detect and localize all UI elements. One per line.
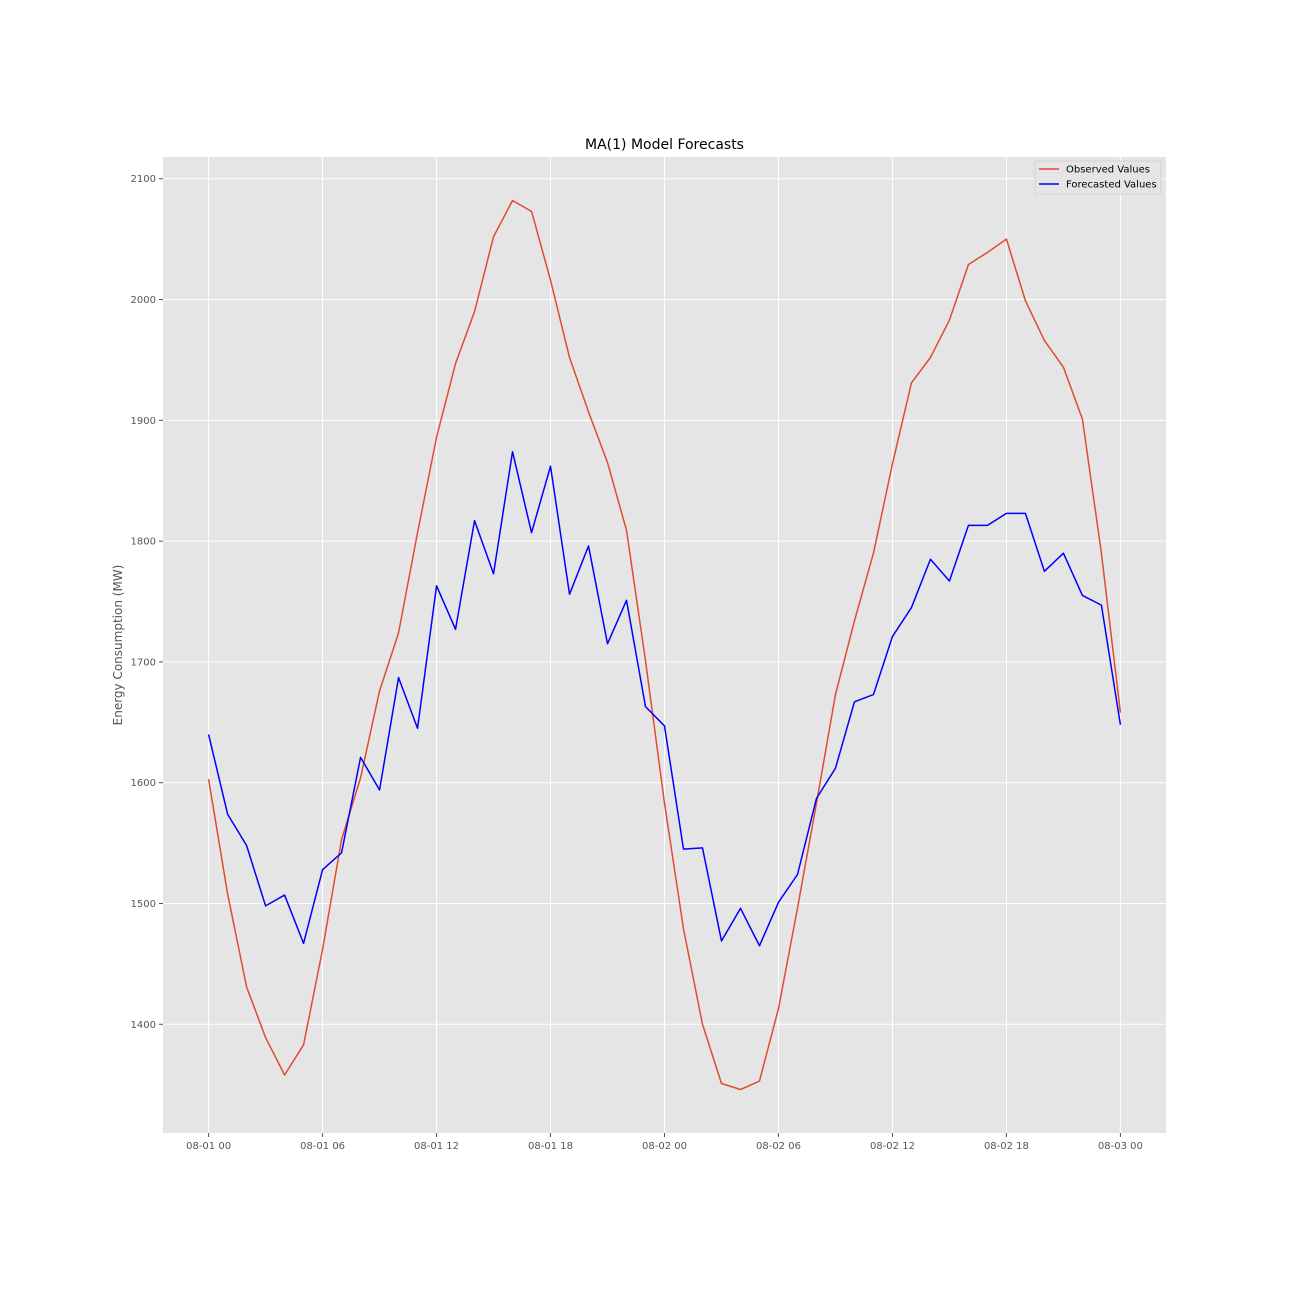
legend: Observed Values Forecasted Values	[1034, 160, 1162, 195]
y-tick-label: 1500	[131, 899, 156, 910]
y-tick-label: 2000	[131, 295, 156, 306]
grid-lines	[163, 157, 1166, 1133]
y-tick-label: 1700	[131, 657, 156, 668]
x-tick-label: 08-03 00	[1098, 1141, 1143, 1152]
y-tick-label: 1900	[131, 416, 156, 427]
legend-label: Observed Values	[1066, 165, 1150, 176]
legend-box	[1034, 160, 1162, 195]
x-tick-label: 08-02 00	[642, 1141, 687, 1152]
x-tick-label: 08-01 06	[300, 1141, 345, 1152]
x-tick-label: 08-01 00	[186, 1141, 231, 1152]
x-tick-label: 08-02 12	[870, 1141, 915, 1152]
x-axis-ticks: 08-01 00 08-01 06 08-01 12 08-01 18 08-02 00…	[186, 1133, 1143, 1152]
y-axis-ticks: 1400 1500 1600 1700 1800 1900 2000 2100	[131, 174, 163, 1031]
y-tick-label: 1800	[131, 537, 156, 548]
y-tick-label: 2100	[131, 174, 156, 185]
chart-title: MA(1) Model Forecasts	[585, 137, 744, 153]
x-tick-label: 08-02 06	[756, 1141, 801, 1152]
x-tick-label: 08-01 18	[528, 1141, 573, 1152]
series-line-observed-values	[207, 199, 1122, 1091]
legend-label: Forecasted Values	[1066, 180, 1157, 191]
series-layer	[207, 199, 1122, 1091]
y-tick-label: 1400	[131, 1020, 156, 1031]
x-tick-label: 08-01 12	[414, 1141, 459, 1152]
y-axis-label: Energy Consumption (MW)	[111, 565, 125, 726]
x-tick-label: 08-02 18	[984, 1141, 1029, 1152]
y-tick-label: 1600	[131, 778, 156, 789]
series-line-forecasted-values	[207, 450, 1122, 947]
